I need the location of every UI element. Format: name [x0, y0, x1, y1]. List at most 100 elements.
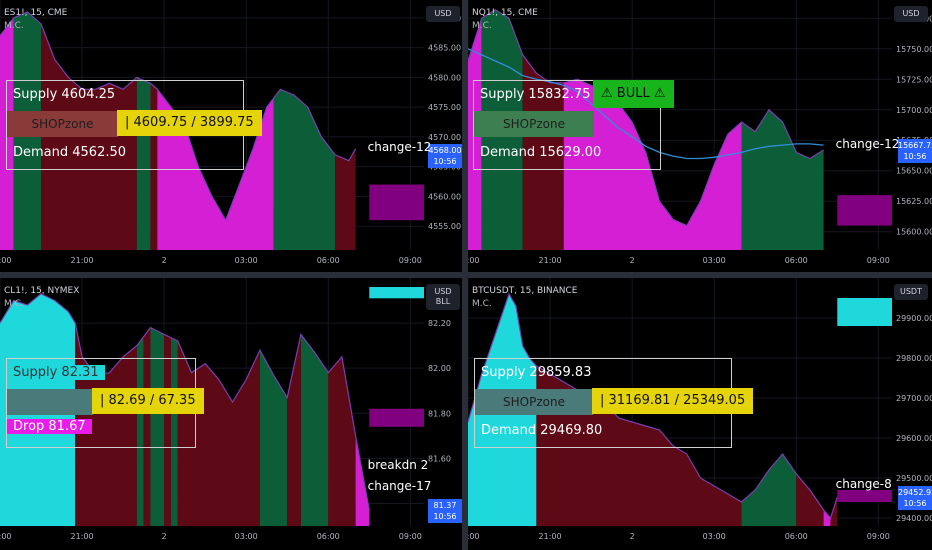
price-tag-time: 10:56 — [903, 499, 927, 509]
area-segment-maroon — [830, 497, 838, 526]
supply-demand-box: Supply 82.31 Drop 81.67 — [6, 358, 196, 448]
x-tick-label: 2 — [630, 532, 635, 541]
shop-zone-box: SHOPzone — [7, 111, 118, 137]
y-tick-label: 29700.00 — [896, 394, 932, 403]
price-tag-value: 29452.95 — [898, 488, 932, 498]
current-price-tag: 29452.9510:56 — [898, 486, 932, 511]
currency-button[interactable]: USD — [894, 6, 928, 22]
x-tick-label: 09:00 — [399, 256, 422, 265]
chart-pane-cl[interactable]: 82.2082.0081.8081.6081.4018:0021:00203:0… — [0, 278, 462, 550]
y-tick-label: 29800.00 — [896, 354, 932, 363]
x-tick-label: 09:00 — [867, 532, 890, 541]
area-segment-green — [273, 89, 336, 250]
y-tick-label: 4560.00 — [428, 192, 461, 201]
chart-pane-btc[interactable]: 29900.00 29800.00 29700.00 29600.00 29500.00… — [468, 278, 932, 550]
y-tick-label: 29900.00 — [896, 314, 932, 323]
currency-button[interactable]: USDT — [894, 284, 928, 300]
y-tick-label: 15625.00 — [896, 197, 932, 206]
x-tick-label: 18:00 — [0, 532, 12, 541]
symbol-label[interactable]: NQ1!, 15, CME — [472, 8, 538, 18]
x-tick-label: 2 — [630, 256, 635, 265]
x-tick-label: 06:00 — [317, 532, 340, 541]
area-segment-green — [259, 350, 288, 526]
x-tick-label: 2 — [162, 256, 167, 265]
area-segment-maroon — [335, 148, 356, 250]
currency-button[interactable]: USD BLL — [426, 284, 460, 310]
ratio-label: | 4609.75 / 3899.75 — [117, 110, 262, 136]
demand-row: Demand 29469.80 — [481, 423, 603, 438]
ratio-label: | 82.69 / 67.35 — [92, 388, 204, 414]
price-tag-time: 10:56 — [433, 512, 457, 522]
area-segment-maroon — [522, 54, 564, 251]
y-tick-label: 82.00 — [428, 364, 451, 373]
y-tick-label: 29500.00 — [896, 474, 932, 483]
indicator-label: M.C. — [4, 21, 24, 31]
current-price-tag: 81.37 10:56 — [428, 499, 462, 524]
price-tag-value: 15667.75 — [898, 141, 932, 150]
y-tick-label: 29400.00 — [896, 514, 932, 523]
pane-divider-vertical[interactable] — [462, 0, 468, 550]
area-segment-magenta — [157, 89, 274, 250]
y-tick-label: 81.60 — [428, 454, 451, 463]
y-tick-label: 4580.00 — [428, 73, 461, 82]
price-tag-value: 4568.00 — [428, 145, 462, 155]
supply-row: Supply 82.31 — [7, 365, 105, 380]
supply-demand-box: Supply 15832.75 SHOPzone Demand 15629.00 — [473, 80, 661, 170]
annotation-label: change-12 — [367, 139, 432, 154]
indicator-label: M.C. — [472, 21, 492, 31]
x-tick-label: 03:00 — [703, 532, 726, 541]
x-tick-label: 09:00 — [867, 256, 890, 265]
x-tick-label: 06:00 — [317, 256, 340, 265]
current-price-tag: 15667.75 10:56 — [898, 139, 932, 163]
demand-row: Demand 15629.00 — [480, 145, 602, 160]
area-segment-maroon — [164, 334, 171, 526]
area-segment-green — [136, 336, 144, 526]
y-tick-label: 4570.00 — [428, 133, 461, 142]
x-tick-label: 18:00 — [468, 532, 480, 541]
zone-purple — [369, 408, 424, 427]
shop-zone-box: SHOPzone — [475, 389, 593, 415]
price-line — [468, 9, 824, 227]
price-tag-value: 81.37 — [433, 501, 457, 511]
x-tick-label: 21:00 — [71, 532, 94, 541]
area-segment-maroon — [143, 327, 151, 526]
bull-label: ⚠ BULL ⚠ — [593, 80, 674, 108]
y-tick-label: 4555.00 — [428, 222, 461, 231]
moving-average-line — [468, 48, 824, 160]
zone-purple — [837, 490, 892, 502]
demand-row: Demand 4562.50 — [13, 145, 127, 160]
supply-demand-box: Supply 29859.83 SHOPzone Demand 29469.80 — [474, 358, 732, 448]
zone-purple — [369, 184, 424, 221]
indicator-label: M.C. — [4, 299, 24, 309]
symbol-label[interactable]: CL1!, 15, NYMEX — [4, 286, 80, 296]
area-segment-green — [150, 327, 165, 526]
area-segment-green — [300, 334, 329, 526]
chart-pane-es[interactable]: 4590.004585.004580.004575.004570.004565.… — [0, 0, 462, 272]
symbol-label[interactable]: ES1!, 15, CME — [4, 8, 68, 18]
x-tick-label: 21:00 — [539, 532, 562, 541]
y-tick-label: 15600.00 — [896, 228, 932, 237]
supply-row: Supply 15832.75 — [480, 87, 591, 102]
annotation-label: breakdn 2 — [367, 458, 429, 473]
current-price-tag: 4568.00 10:56 — [428, 143, 462, 168]
chart-pane-nq[interactable]: 15775.0015750.0015725.0015700.0015675.00… — [468, 0, 932, 272]
y-tick-label: 15700.00 — [896, 106, 932, 115]
supply-row: Supply 29859.83 — [481, 365, 592, 380]
x-tick-label: 18:00 — [0, 256, 12, 265]
shop-zone-box: SHOPzone — [474, 111, 594, 137]
area-segment-green — [741, 109, 824, 250]
symbol-label[interactable]: BTCUSDT, 15, BINANCE — [472, 286, 578, 296]
x-tick-label: 21:00 — [539, 256, 562, 265]
currency-button[interactable]: USD — [426, 6, 460, 22]
zone-cyan — [837, 298, 892, 326]
area-segment-green — [170, 337, 178, 526]
x-tick-label: 2 — [162, 532, 167, 541]
y-tick-label: 15725.00 — [896, 75, 932, 84]
price-line — [468, 292, 838, 520]
ratio-label: | 31169.81 / 25349.05 — [592, 388, 754, 414]
x-tick-label: 03:00 — [235, 532, 258, 541]
supply-row: Supply 4604.25 — [13, 87, 116, 102]
shop-zone-box — [7, 389, 93, 415]
x-tick-label: 03:00 — [703, 256, 726, 265]
price-tag-time: 10:56 — [903, 152, 927, 161]
